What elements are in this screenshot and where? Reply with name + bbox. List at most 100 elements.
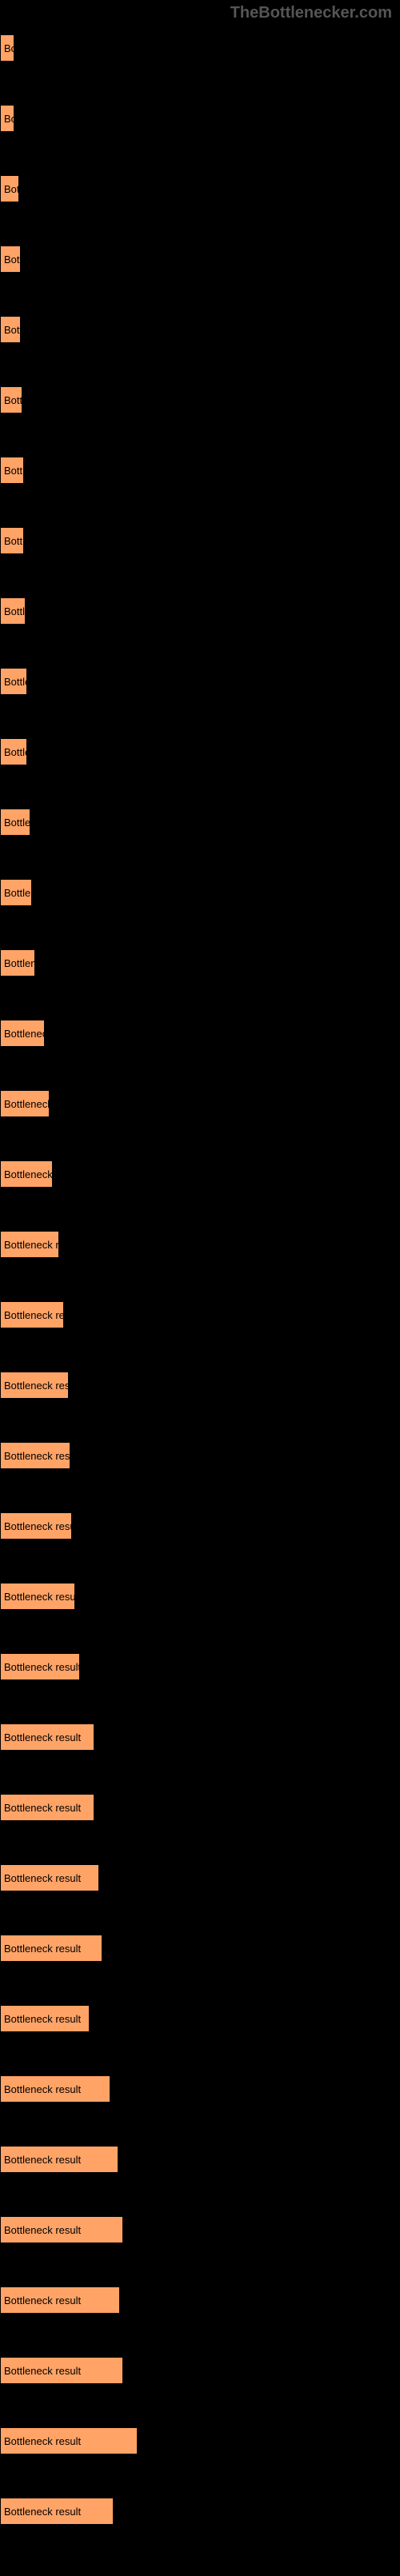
bar-label: Bo [4, 113, 17, 125]
bar: Bottleneck re [0, 1160, 53, 1188]
bar-label: Bottleneck re [4, 1168, 65, 1180]
bar-label: Bottleneck result [4, 2224, 81, 2236]
bar: Bottleneck resu [0, 1512, 72, 1540]
bar-row: Bottleneck result [0, 1864, 400, 1891]
bar: Bottl [0, 386, 22, 413]
bar: Bottleneck result [0, 1864, 99, 1891]
bar: Bottleneck result [0, 1301, 64, 1328]
bar-label: Bottleneck result [4, 2435, 81, 2447]
bar-label: Bottleneck result [4, 1309, 81, 1321]
bar-row: Bottl [0, 457, 400, 484]
bar: Bottle [0, 668, 27, 695]
bar-label: Bottl [4, 394, 25, 406]
bar-label: Bott [4, 254, 22, 266]
bar: Bottleneck result [0, 2357, 123, 2384]
bar: Bottlen [0, 949, 35, 976]
bar-label: Bottleneck resu [4, 1520, 76, 1532]
bar: Bottleneck r [0, 1020, 45, 1047]
bar: Bottleneck result [0, 1935, 102, 1962]
bar: Bottl [0, 457, 24, 484]
bar-row: Bottleneck result [0, 1794, 400, 1821]
bar-row: Bo [0, 34, 400, 62]
bar-label: Bottleneck result [4, 1380, 81, 1392]
bar-label: Bottleneck result [4, 1450, 81, 1462]
bar-label: Bottl [4, 535, 25, 547]
bar-label: Bo [4, 42, 17, 54]
bar-row: Bottle [0, 668, 400, 695]
bar: Bottl [0, 527, 24, 554]
bar: Bottleneck result [0, 1231, 59, 1258]
bar-row: Bottleneck result [0, 1442, 400, 1469]
bar: Bottleneck result [0, 2427, 138, 2454]
bar-label: Bottleneck result [4, 1872, 81, 1884]
bar-label: Bottleneck result [4, 2154, 81, 2166]
bar: Bottleneck result [0, 2216, 123, 2243]
bar-row: Bottleneck result [0, 2286, 400, 2314]
bar: Bottlene [0, 809, 30, 836]
bar-label: Bottleneck result [4, 1239, 81, 1251]
bar: Bottleneck result [0, 1723, 94, 1751]
bar-row: Bott [0, 316, 400, 343]
bar: Bottleneck result [0, 2146, 118, 2173]
bar: Bottleneck result [0, 1794, 94, 1821]
bar-row: Bottler [0, 738, 400, 765]
bar-row: Bottleneck result [0, 2005, 400, 2032]
bar-label: Bottle [4, 676, 30, 688]
bar: Bottleneck result [0, 2075, 110, 2103]
bar: Bottlen [0, 879, 32, 906]
bar-row: Bottleneck resu [0, 1090, 400, 1117]
bar-row: Bottleneck result [0, 1723, 400, 1751]
bar-row: Bottleneck result [0, 1935, 400, 1962]
bar-row: Bottleneck resu [0, 1512, 400, 1540]
bar-row: Bottleneck result [0, 1301, 400, 1328]
bar: Bottleneck result [0, 2286, 120, 2314]
bar-label: Bottleneck r [4, 1028, 59, 1040]
bar-row: Bott [0, 246, 400, 273]
bar-row: Bottleneck result [0, 2357, 400, 2384]
bar-label: Bottleneck result [4, 2013, 81, 2025]
bar-label: Bottleneck result [4, 2365, 81, 2377]
bar: Bot [0, 175, 19, 202]
bar: Bottler [0, 738, 27, 765]
bar-row: Bottleneck result [0, 2427, 400, 2454]
bar-label: Bottlen [4, 887, 36, 899]
bar-label: Bottl [4, 465, 25, 477]
bar-row: Bot [0, 175, 400, 202]
bar-label: Bottleneck result [4, 2506, 81, 2518]
bar: Bo [0, 34, 14, 62]
bar-row: Bottleneck result [0, 2498, 400, 2525]
bar-label: Bottleneck resu [4, 1098, 76, 1110]
bar: Bottleneck result [0, 2005, 90, 2032]
bar-row: Bottleneck result [0, 1583, 400, 1610]
bar-label: Bottleneck result [4, 2083, 81, 2095]
bar-label: Bottle [4, 605, 30, 617]
bar-label: Bottlene [4, 817, 42, 829]
bar-row: Bottle [0, 597, 400, 625]
bar: Bott [0, 246, 21, 273]
bar: Bottleneck result [0, 2498, 114, 2525]
bar-row: Bottleneck result [0, 1653, 400, 1680]
bar: Bottleneck result [0, 1442, 70, 1469]
bar-row: Bottleneck r [0, 1020, 400, 1047]
bar-label: Bottleneck result [4, 1943, 81, 1955]
bar-label: Bottlen [4, 957, 36, 969]
bar: Bottleneck result [0, 1372, 69, 1399]
bar-label: Bottleneck result [4, 2294, 81, 2306]
bar-label: Bottler [4, 746, 34, 758]
bar-row: Bottleneck result [0, 1231, 400, 1258]
bar: Bottle [0, 597, 26, 625]
bar: Bottleneck resu [0, 1090, 50, 1117]
bar-row: Bo [0, 105, 400, 132]
bar-row: Bottlene [0, 809, 400, 836]
bar-label: Bott [4, 324, 22, 336]
bar: Bottleneck result [0, 1583, 75, 1610]
bar: Bo [0, 105, 14, 132]
bar-row: Bottleneck result [0, 2075, 400, 2103]
bar-row: Bottlen [0, 879, 400, 906]
watermark-text: TheBottlenecker.com [0, 0, 400, 26]
bar-row: Bottleneck result [0, 2216, 400, 2243]
bar-row: Bottlen [0, 949, 400, 976]
bar: Bott [0, 316, 21, 343]
bar-chart: BoBoBotBottBottBottlBottlBottlBottleBott… [0, 26, 400, 2576]
bar-row: Bottleneck re [0, 1160, 400, 1188]
